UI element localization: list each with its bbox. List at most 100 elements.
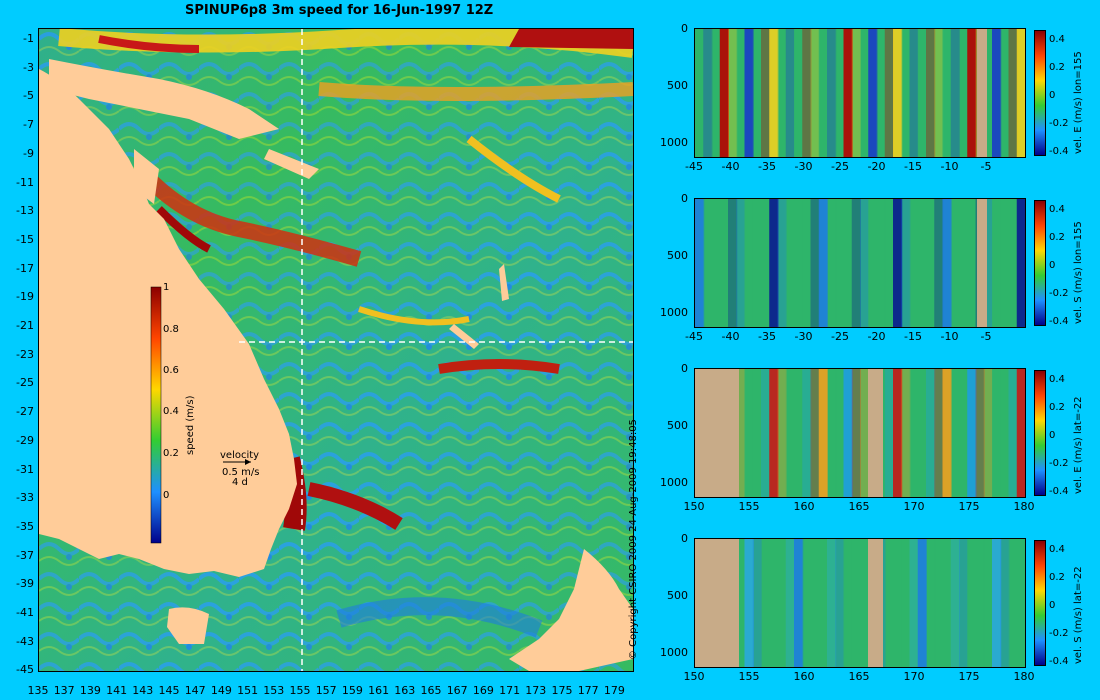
panel-y-tick: 500 [667,79,688,92]
map-x-tick: 153 [263,684,285,697]
panel-label: vel. E (m/s) lat=-22 [1073,396,1084,494]
map-x-tick: 137 [53,684,75,697]
panel-x-tick: 180 [1013,500,1035,513]
map-y-tick: -19 [16,290,34,304]
map-x-tick: 169 [472,684,494,697]
panel-colorbar-tick: 0.4 [1049,34,1065,45]
panel-colorbar-tick: -0.2 [1049,288,1069,299]
panel-x-tick: -20 [867,160,886,173]
panel-x-tick: -40 [721,160,740,173]
panel-colorbar-tick: -0.2 [1049,118,1069,129]
map-y-tick: -39 [16,577,34,591]
map-y-tick: -37 [16,548,34,562]
map-x-tick: 163 [394,684,416,697]
map-y-tick: -21 [16,319,34,332]
panel-x-tick: 160 [793,670,815,683]
panel-x-tick: -45 [685,330,703,343]
map-x-tick: 151 [237,684,259,697]
panel-colorbar-tick: 0.4 [1049,204,1065,215]
map-y-tick: -29 [16,433,34,447]
panel-y-tick: 0 [681,532,688,545]
panel-y-tick: 1000 [660,646,688,659]
map-x-tick: 135 [27,684,49,697]
map-y-tick: -5 [23,89,34,103]
panel-colorbar-tick: 0 [1049,90,1056,101]
panel-label: vel. S (m/s) lon=155 [1073,221,1084,324]
section-panel [694,538,1026,668]
map-x-tick: 145 [158,684,180,697]
figure-title: SPINUP6p8 3m speed for 16-Jun-1997 12Z [185,3,494,18]
panel-colorbar-tick: 0.2 [1049,62,1065,73]
panel-colorbar-tick: 0 [1049,260,1056,271]
panel-y-tick: 1000 [660,476,688,489]
panel-x-tick: 160 [793,500,815,513]
panel-x-tick: -20 [867,330,886,343]
panel-x-tick: -30 [794,160,813,173]
velocity-key-title: velocity [220,450,260,461]
panel-x-tick: -35 [758,160,776,173]
panel-x-tick: 155 [738,500,760,513]
map-y-tick: -11 [16,175,34,189]
map-y-tick: -25 [16,376,34,390]
panel-colorbar [1034,30,1046,156]
cbar-tick-0.6: 0.6 [163,365,179,376]
panel-colorbar-tick: 0.2 [1049,232,1065,243]
panel-colorbar [1034,200,1046,326]
panel-label: vel. S (m/s) lat=-22 [1073,566,1084,664]
panel-colorbar-tick: 0.4 [1049,374,1065,385]
section-panel [694,198,1026,328]
map-y-tick: -35 [16,519,34,533]
panel-x-tick: -10 [940,160,959,173]
panel-colorbar-tick: 0 [1049,430,1056,441]
panel-x-tick: 150 [683,500,705,513]
panel-x-tick: -30 [794,330,813,343]
panel-y-tick: 500 [667,419,688,432]
panel-y-tick: 0 [681,192,688,205]
panel-y-tick: 1000 [660,136,688,149]
panel-x-tick: 175 [958,500,980,513]
panel-x-tick: 170 [903,500,925,513]
map-x-tick: 139 [79,684,101,697]
panel-colorbar-tick: -0.2 [1049,628,1069,639]
panel-x-tick: 155 [738,670,760,683]
panel-y-tick: 0 [681,362,688,375]
map-x-tick: 175 [551,684,573,697]
map-y-tick: -7 [23,118,34,132]
panel-colorbar-tick: -0.4 [1049,486,1069,497]
copyright-text: © Copyright CSIRO 2009 24-Aug-2009 19:48… [628,419,639,660]
map-x-tick: 177 [577,684,599,697]
velocity-key-speed: 0.5 m/s [222,467,260,478]
map-x-tick: 161 [368,684,390,697]
panel-x-tick: 175 [958,670,980,683]
panel-x-tick: -25 [831,330,849,343]
map-y-tick: -17 [16,261,34,275]
panel-colorbar-tick: -0.2 [1049,458,1069,469]
section-panel [694,28,1026,158]
map-x-tick: 165 [420,684,442,697]
map-y-tick: -27 [16,405,34,419]
panel-x-tick: -15 [904,160,922,173]
panel-x-tick: -5 [980,160,992,173]
panel-colorbar [1034,540,1046,666]
map-x-tick: 159 [341,684,363,697]
map-x-tick: 171 [499,684,521,697]
panel-x-tick: 150 [683,670,705,683]
panel-colorbar-tick: 0.2 [1049,572,1065,583]
map-y-tick: -43 [16,634,34,648]
section-panel [694,368,1026,498]
colorbar-label: speed (m/s) [185,395,196,455]
panel-y-tick: 500 [667,249,688,262]
cbar-tick-1: 1 [163,282,170,293]
map-x-tick: 141 [106,684,128,697]
map-x-tick: 147 [184,684,206,697]
panel-x-tick: -5 [980,330,992,343]
panel-colorbar-tick: 0 [1049,600,1056,611]
panel-x-tick: -25 [831,160,849,173]
cbar-tick-0.2: 0.2 [163,448,179,459]
panel-y-tick: 1000 [660,306,688,319]
panel-x-tick: -15 [904,330,922,343]
panel-colorbar-tick: -0.4 [1049,316,1069,327]
cbar-tick-0.8: 0.8 [163,324,179,335]
map-y-tick: -45 [16,663,34,677]
panel-x-tick: 165 [848,670,870,683]
